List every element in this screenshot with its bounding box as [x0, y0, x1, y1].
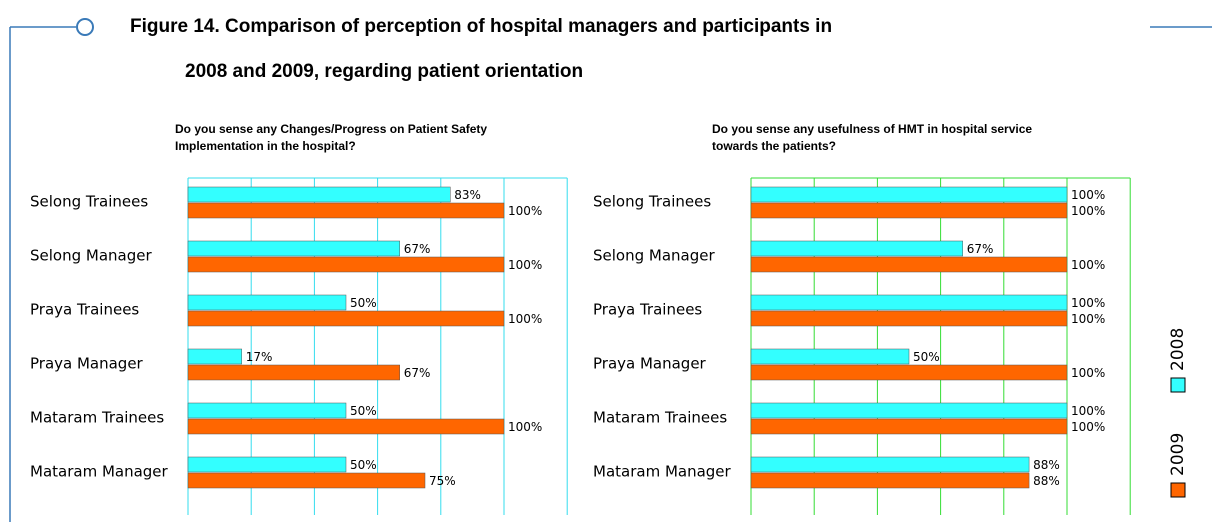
- bar: [750, 186, 1068, 203]
- value-label: 100%: [508, 420, 542, 434]
- legend-swatch: [1170, 482, 1186, 498]
- value-label: 67%: [967, 242, 994, 256]
- figure-title: 2008 and 2009, regarding patient orienta…: [185, 61, 583, 82]
- category-label: Praya Manager: [593, 355, 707, 373]
- legend-label: 2008: [1168, 328, 1188, 371]
- bar: [750, 418, 1068, 435]
- bar: [187, 418, 505, 435]
- value-label: 100%: [1071, 366, 1105, 380]
- bar: [187, 310, 505, 327]
- value-label: 67%: [404, 366, 431, 380]
- category-label: Mataram Trainees: [30, 409, 164, 427]
- value-label: 100%: [508, 312, 542, 326]
- decor-circle: [76, 18, 94, 36]
- category-label: Praya Trainees: [593, 301, 702, 319]
- chart-title: Do you sense any usefulness of HMT in ho…: [712, 122, 1032, 136]
- value-label: 50%: [350, 296, 377, 310]
- value-label: 100%: [1071, 258, 1105, 272]
- chart-title: Implementation in the hospital?: [175, 139, 356, 153]
- value-label: 100%: [1071, 188, 1105, 202]
- bar: [187, 202, 505, 219]
- category-label: Mataram Manager: [593, 463, 732, 481]
- value-label: 100%: [1071, 204, 1105, 218]
- value-label: 100%: [508, 204, 542, 218]
- value-label: 88%: [1033, 458, 1060, 472]
- category-label: Mataram Manager: [30, 463, 169, 481]
- chart-title: towards the patients?: [712, 139, 836, 153]
- bar: [750, 240, 963, 257]
- bar: [187, 294, 347, 311]
- bar: [187, 348, 242, 365]
- value-label: 67%: [404, 242, 431, 256]
- value-label: 50%: [350, 458, 377, 472]
- bar: [750, 310, 1068, 327]
- value-label: 88%: [1033, 474, 1060, 488]
- bar: [187, 456, 347, 473]
- category-label: Selong Trainees: [30, 193, 148, 211]
- legend-swatch: [1170, 377, 1186, 393]
- bar: [750, 294, 1068, 311]
- bar: [187, 240, 400, 257]
- category-label: Praya Trainees: [30, 301, 139, 319]
- category-label: Selong Manager: [30, 247, 152, 265]
- value-label: 75%: [429, 474, 456, 488]
- legend-label: 2009: [1168, 433, 1188, 476]
- category-label: Praya Manager: [30, 355, 144, 373]
- bar: [187, 472, 426, 489]
- category-label: Mataram Trainees: [593, 409, 727, 427]
- bar: [750, 256, 1068, 273]
- bar: [750, 202, 1068, 219]
- bar: [187, 256, 505, 273]
- chart-title: Do you sense any Changes/Progress on Pat…: [175, 122, 487, 136]
- value-label: 50%: [350, 404, 377, 418]
- value-label: 100%: [1071, 296, 1105, 310]
- category-label: Selong Trainees: [593, 193, 711, 211]
- bar: [187, 364, 400, 381]
- value-label: 100%: [1071, 420, 1105, 434]
- value-label: 50%: [913, 350, 940, 364]
- bar: [750, 456, 1030, 473]
- figure-title: Figure 14. Comparison of perception of h…: [130, 16, 832, 37]
- value-label: 100%: [508, 258, 542, 272]
- value-label: 17%: [246, 350, 273, 364]
- value-label: 100%: [1071, 404, 1105, 418]
- bar: [750, 364, 1068, 381]
- bar: [187, 186, 451, 203]
- bar: [750, 348, 910, 365]
- category-label: Selong Manager: [593, 247, 715, 265]
- bar: [187, 402, 347, 419]
- value-label: 83%: [454, 188, 481, 202]
- bar: [750, 472, 1030, 489]
- value-label: 100%: [1071, 312, 1105, 326]
- bar: [750, 402, 1068, 419]
